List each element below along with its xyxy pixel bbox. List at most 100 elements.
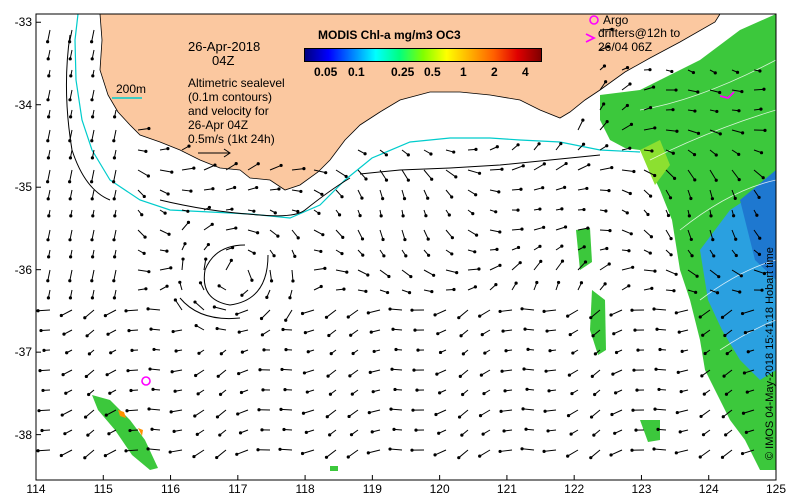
velocity-arrow-head xyxy=(675,410,679,415)
velocity-arrow-head xyxy=(497,190,501,194)
velocity-arrow-head xyxy=(36,449,40,453)
velocity-arrow-head xyxy=(204,257,208,261)
velocity-arrow-head xyxy=(544,369,548,373)
velocity-arrow-head xyxy=(68,180,72,184)
velocity-arrow xyxy=(347,449,359,458)
velocity-arrow xyxy=(459,409,469,418)
velocity-arrow-head xyxy=(763,128,767,132)
velocity-arrow-head xyxy=(438,350,443,355)
velocity-arrow-head xyxy=(757,195,761,200)
velocity-arrow-head xyxy=(344,174,348,179)
velocity-arrow-head xyxy=(426,253,431,257)
velocity-arrow-head xyxy=(113,255,117,259)
velocity-arrow xyxy=(577,164,590,171)
velocity-arrow-head xyxy=(39,328,43,333)
velocity-arrow-head xyxy=(649,235,654,239)
velocity-arrow-head xyxy=(144,287,148,291)
velocity-arrow xyxy=(592,369,601,377)
velocity-arrow-head xyxy=(300,451,305,456)
velocity-arrow-head xyxy=(371,390,375,394)
velocity-arrow-head xyxy=(759,107,763,111)
velocity-arrow-head xyxy=(112,296,117,300)
velocity-arrow-head xyxy=(652,307,656,311)
velocity-arrow-head xyxy=(261,388,265,392)
velocity-arrow-head xyxy=(648,194,653,198)
velocity-arrow-head xyxy=(520,447,524,451)
velocity-arrow-head xyxy=(589,316,593,320)
velocity-arrow xyxy=(610,309,623,316)
velocity-arrow-head xyxy=(581,118,585,122)
velocity-arrow xyxy=(709,129,721,135)
velocity-arrow-head xyxy=(593,352,597,356)
velocity-arrows xyxy=(36,27,767,460)
velocity-arrow-head xyxy=(633,328,637,332)
velocity-arrow xyxy=(125,309,139,312)
velocity-arrow-head xyxy=(415,388,419,392)
velocity-arrow xyxy=(544,309,557,312)
velocity-arrow xyxy=(174,299,183,311)
velocity-arrow xyxy=(577,119,584,131)
velocity-arrow-head xyxy=(210,222,214,226)
velocity-arrow-head xyxy=(457,456,461,460)
velocity-arrow xyxy=(171,409,183,413)
velocity-arrow-head xyxy=(293,254,297,259)
velocity-arrow-head xyxy=(90,279,94,283)
velocity-arrow xyxy=(389,308,403,311)
velocity-arrow xyxy=(237,409,249,415)
velocity-arrow-head xyxy=(218,433,222,437)
velocity-arrow xyxy=(47,29,51,42)
velocity-arrow-head xyxy=(324,455,329,459)
velocity-arrow xyxy=(247,229,258,234)
velocity-arrow xyxy=(291,168,304,171)
velocity-arrow xyxy=(401,229,406,240)
velocity-arrow-head xyxy=(83,316,87,320)
velocity-arrow-head xyxy=(124,449,128,453)
velocity-arrow-head xyxy=(569,432,573,436)
velocity-arrow-head xyxy=(603,282,607,286)
velocity-arrow xyxy=(722,449,733,458)
velocity-arrow-head xyxy=(713,71,717,75)
velocity-arrow-head xyxy=(346,315,350,319)
velocity-arrow-head xyxy=(301,411,306,415)
velocity-arrow-head xyxy=(91,115,95,119)
velocity-arrow xyxy=(357,229,363,240)
velocity-arrow-head xyxy=(762,87,766,91)
velocity-arrow-head xyxy=(68,57,72,61)
lon-tick-label: 116 xyxy=(160,482,181,496)
velocity-arrow-head xyxy=(711,238,715,242)
velocity-arrow-head xyxy=(689,196,693,201)
velocity-arrow-head xyxy=(589,456,593,460)
velocity-arrow-head xyxy=(404,254,408,258)
velocity-arrow-head xyxy=(731,214,736,218)
velocity-arrow-head xyxy=(593,392,597,397)
velocity-arrow-head xyxy=(630,308,634,312)
velocity-arrow-head xyxy=(651,85,656,89)
velocity-arrow-head xyxy=(276,234,280,238)
velocity-arrow xyxy=(653,448,667,451)
velocity-arrow-head xyxy=(723,333,727,338)
velocity-arrow-head xyxy=(720,315,725,319)
velocity-arrow-head xyxy=(211,187,215,191)
velocity-arrow-head xyxy=(46,197,50,201)
velocity-arrow xyxy=(313,169,326,174)
velocity-arrow-head xyxy=(715,109,719,114)
velocity-arrow-head xyxy=(363,152,367,156)
velocity-arrow-head xyxy=(299,189,303,194)
lon-tick-label: 119 xyxy=(362,482,382,496)
velocity-arrow-head xyxy=(743,331,748,335)
velocity-arrow-head xyxy=(744,430,748,434)
velocity-arrow-head xyxy=(478,454,482,458)
velocity-arrow xyxy=(511,262,521,271)
velocity-arrow xyxy=(69,269,73,281)
velocity-arrow-head xyxy=(229,258,233,262)
velocity-arrow xyxy=(47,269,51,281)
velocity-arrow xyxy=(137,169,149,177)
velocity-arrow-head xyxy=(388,447,392,451)
velocity-arrow xyxy=(401,269,412,277)
velocity-arrow xyxy=(91,129,95,141)
legend-description: Altimetric sealevel (0.1m contours) and … xyxy=(188,76,285,146)
velocity-arrow-head xyxy=(669,237,673,241)
velocity-arrow-head xyxy=(494,282,498,287)
velocity-arrow xyxy=(568,409,579,417)
velocity-arrow-head xyxy=(304,430,308,434)
